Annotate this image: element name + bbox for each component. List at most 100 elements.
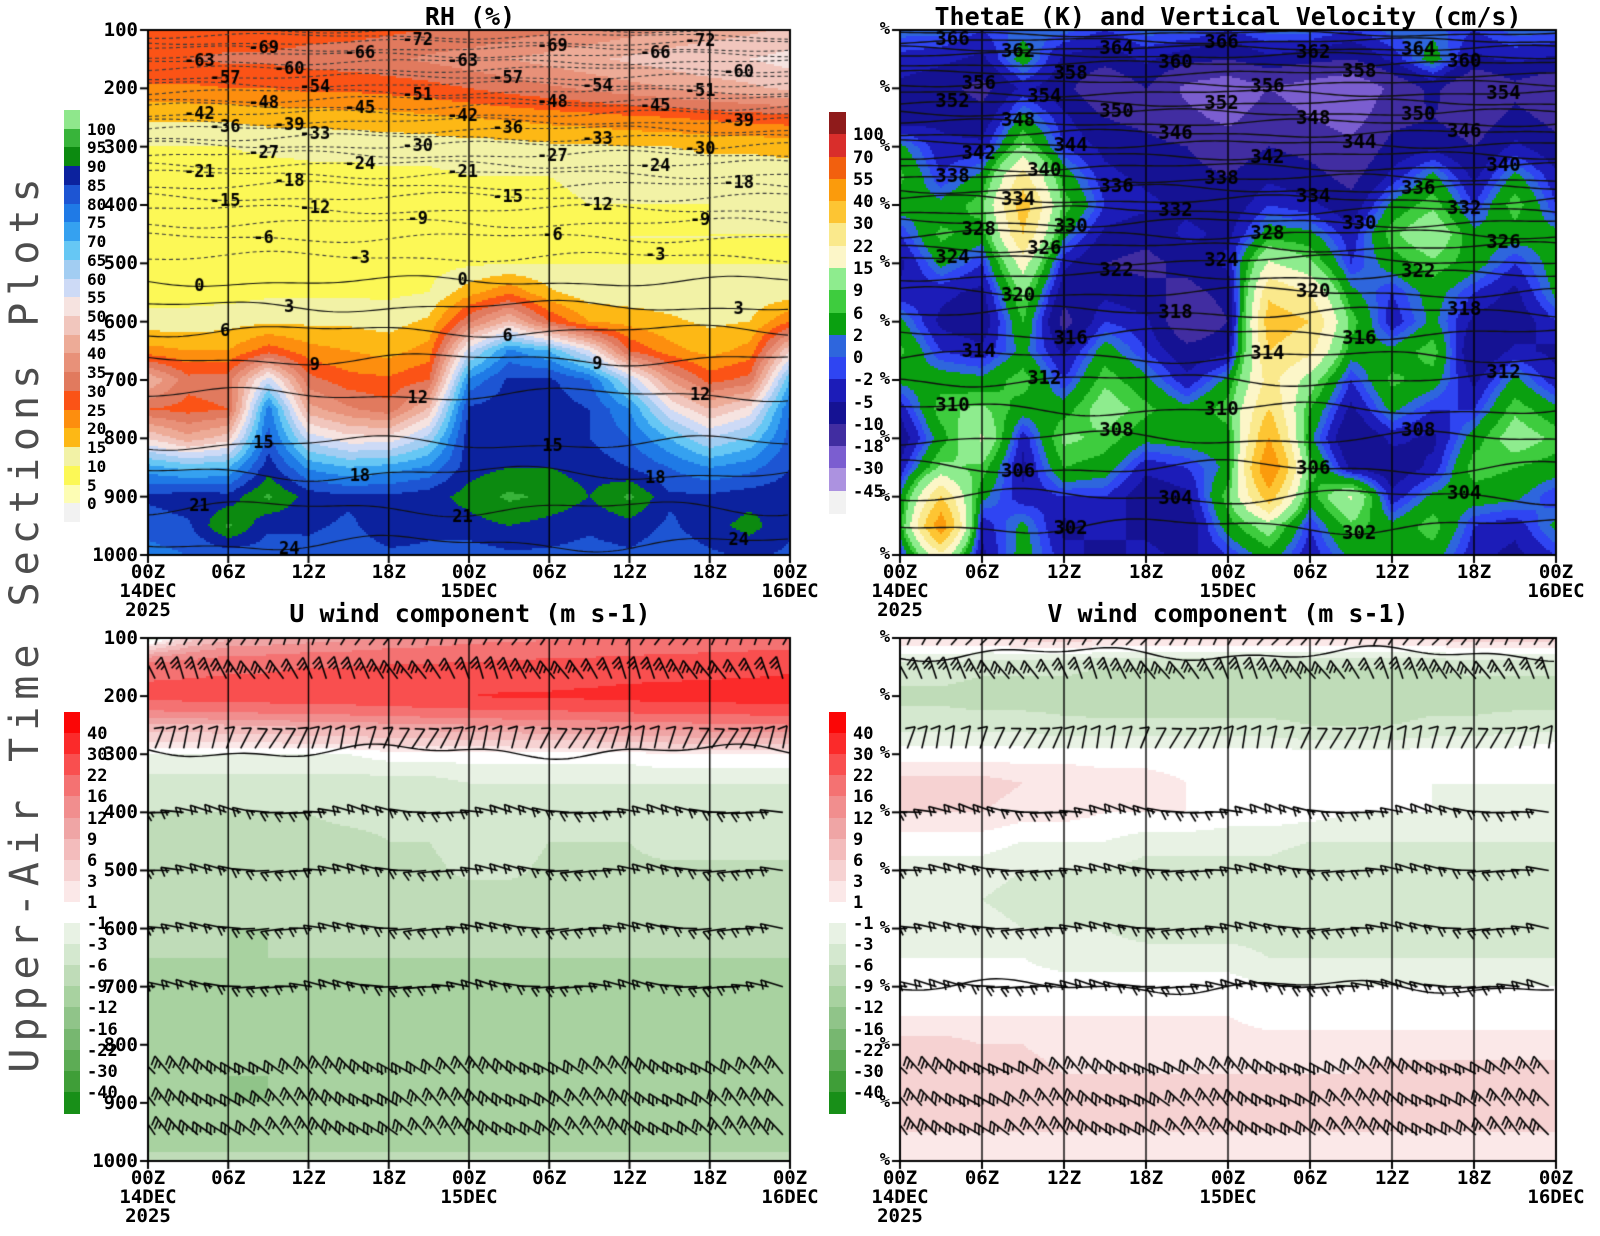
- time-tick-label: 00Z: [130, 1167, 166, 1189]
- time-tick-label: 00Z: [1538, 1167, 1574, 1189]
- colorbar-segment: [829, 357, 846, 381]
- colorbar-label: 5: [87, 475, 97, 495]
- colorbar-segment: [829, 965, 846, 988]
- time-tick-label: 12Z: [291, 1167, 326, 1189]
- colorbar-segment: [829, 944, 846, 967]
- time-tick-label: 12Z: [1046, 1167, 1082, 1189]
- colorbar-segment: [64, 409, 80, 429]
- colorbar-label: 16: [853, 787, 874, 808]
- colorbar-label: -3: [87, 935, 108, 956]
- time-tick-label: 18Z: [1128, 561, 1164, 583]
- colorbar-segment: [829, 1028, 846, 1051]
- colorbar-label: -1: [853, 914, 874, 935]
- colorbar-segment: [64, 944, 80, 967]
- colorbar-label: -9: [87, 977, 108, 998]
- time-tick-label: 06Z: [1292, 561, 1328, 583]
- colorbar-label: 55: [853, 169, 874, 190]
- colorbar-segment: [64, 110, 80, 129]
- colorbar-segment: [829, 901, 846, 924]
- percent-tick-label: %: [879, 627, 890, 647]
- year-label: 2025: [125, 1205, 171, 1227]
- percent-tick-label: %: [879, 77, 890, 98]
- time-tick-label: 06Z: [964, 561, 1000, 583]
- colorbar-label: 22: [87, 766, 108, 787]
- pressure-tick-label: 900: [103, 1091, 138, 1114]
- colorbar-label: 75: [87, 213, 107, 233]
- colorbar-label: 30: [87, 745, 108, 766]
- colorbar-segment: [64, 880, 80, 903]
- colorbar-label: -2: [853, 370, 874, 391]
- colorbar-label: 40: [853, 724, 874, 745]
- colorbar-segment: [64, 796, 80, 819]
- colorbar-label: 3: [853, 871, 864, 892]
- colorbar-label: -18: [853, 437, 884, 458]
- percent-tick-label: %: [879, 1150, 890, 1170]
- time-tick-label: 12Z: [1046, 561, 1082, 583]
- colorbar-segment: [829, 156, 846, 180]
- colorbar-segment: [64, 390, 80, 410]
- time-tick-label: 12Z: [612, 561, 647, 583]
- percent-tick-label: %: [879, 685, 890, 706]
- date-label-start: 14DEC: [871, 1186, 929, 1208]
- pressure-tick-label: 700: [103, 975, 138, 998]
- colorbar-label: 80: [87, 194, 107, 214]
- colorbar-label: -16: [853, 1019, 884, 1040]
- colorbar-segment: [829, 923, 846, 946]
- colorbar-label: -30: [87, 1061, 118, 1082]
- colorbar-segment: [64, 241, 80, 261]
- percent-tick-label: %: [879, 917, 890, 938]
- time-tick-label: 00Z: [130, 561, 166, 583]
- colorbar-segment: [829, 312, 846, 336]
- colorbar-segment: [829, 1070, 846, 1093]
- colorbar-segment: [64, 222, 80, 242]
- colorbar-segment: [64, 353, 80, 373]
- colorbar-label: -40: [87, 1082, 118, 1103]
- pressure-tick-label: 300: [103, 135, 138, 158]
- colorbar-label: 70: [853, 147, 874, 168]
- colorbar-label: 60: [87, 269, 107, 289]
- pressure-tick-label: 600: [103, 310, 138, 333]
- time-tick-label: 06Z: [211, 561, 246, 583]
- u-wind-panel-plot: [136, 626, 802, 1173]
- percent-tick-label: %: [879, 427, 890, 448]
- panel-title-u-wind: U wind component (m s-1): [289, 599, 651, 628]
- colorbar-segment: [829, 1049, 846, 1072]
- colorbar-label: 1: [87, 892, 98, 913]
- colorbar-label: 90: [87, 157, 107, 177]
- colorbar-label: 9: [87, 829, 98, 850]
- colorbar-segment: [829, 817, 846, 840]
- colorbar-label: 65: [87, 250, 107, 270]
- time-tick-label: 00Z: [1210, 561, 1246, 583]
- colorbar-segment: [829, 223, 846, 247]
- colorbar-segment: [64, 901, 80, 924]
- colorbar-label: 20: [87, 419, 107, 439]
- colorbar-segment: [64, 923, 80, 946]
- colorbar-label: 2: [853, 325, 864, 346]
- pressure-tick-label: 600: [103, 917, 138, 940]
- colorbar-label: -3: [853, 935, 874, 956]
- time-tick-label: 18Z: [1456, 1167, 1492, 1189]
- colorbar-segment: [64, 838, 80, 861]
- colorbar-segment: [829, 796, 846, 819]
- time-tick-label: 00Z: [882, 561, 918, 583]
- percent-tick-label: %: [879, 801, 890, 822]
- colorbar-segment: [64, 128, 80, 148]
- percent-tick-label: %: [879, 1033, 890, 1054]
- pressure-tick-label: 500: [103, 859, 138, 882]
- colorbar-segment: [64, 986, 80, 1009]
- colorbar-segment: [64, 1091, 80, 1114]
- colorbar-segment: [64, 965, 80, 988]
- thetae-vertical-velocity-panel-plot: [888, 18, 1568, 567]
- colorbar-segment: [829, 334, 846, 358]
- colorbar-segment: [64, 316, 80, 335]
- colorbar-label: 9: [853, 829, 864, 850]
- colorbar-label: 30: [853, 214, 874, 235]
- colorbar-segment: [829, 178, 846, 202]
- colorbar-label: 30: [853, 745, 874, 766]
- colorbar-segment: [829, 490, 846, 514]
- colorbar-label: 85: [87, 175, 107, 195]
- percent-tick-label: %: [879, 743, 890, 764]
- pressure-tick-label: 100: [103, 627, 138, 649]
- colorbar-segment: [64, 1070, 80, 1093]
- colorbar-label: 22: [853, 766, 874, 787]
